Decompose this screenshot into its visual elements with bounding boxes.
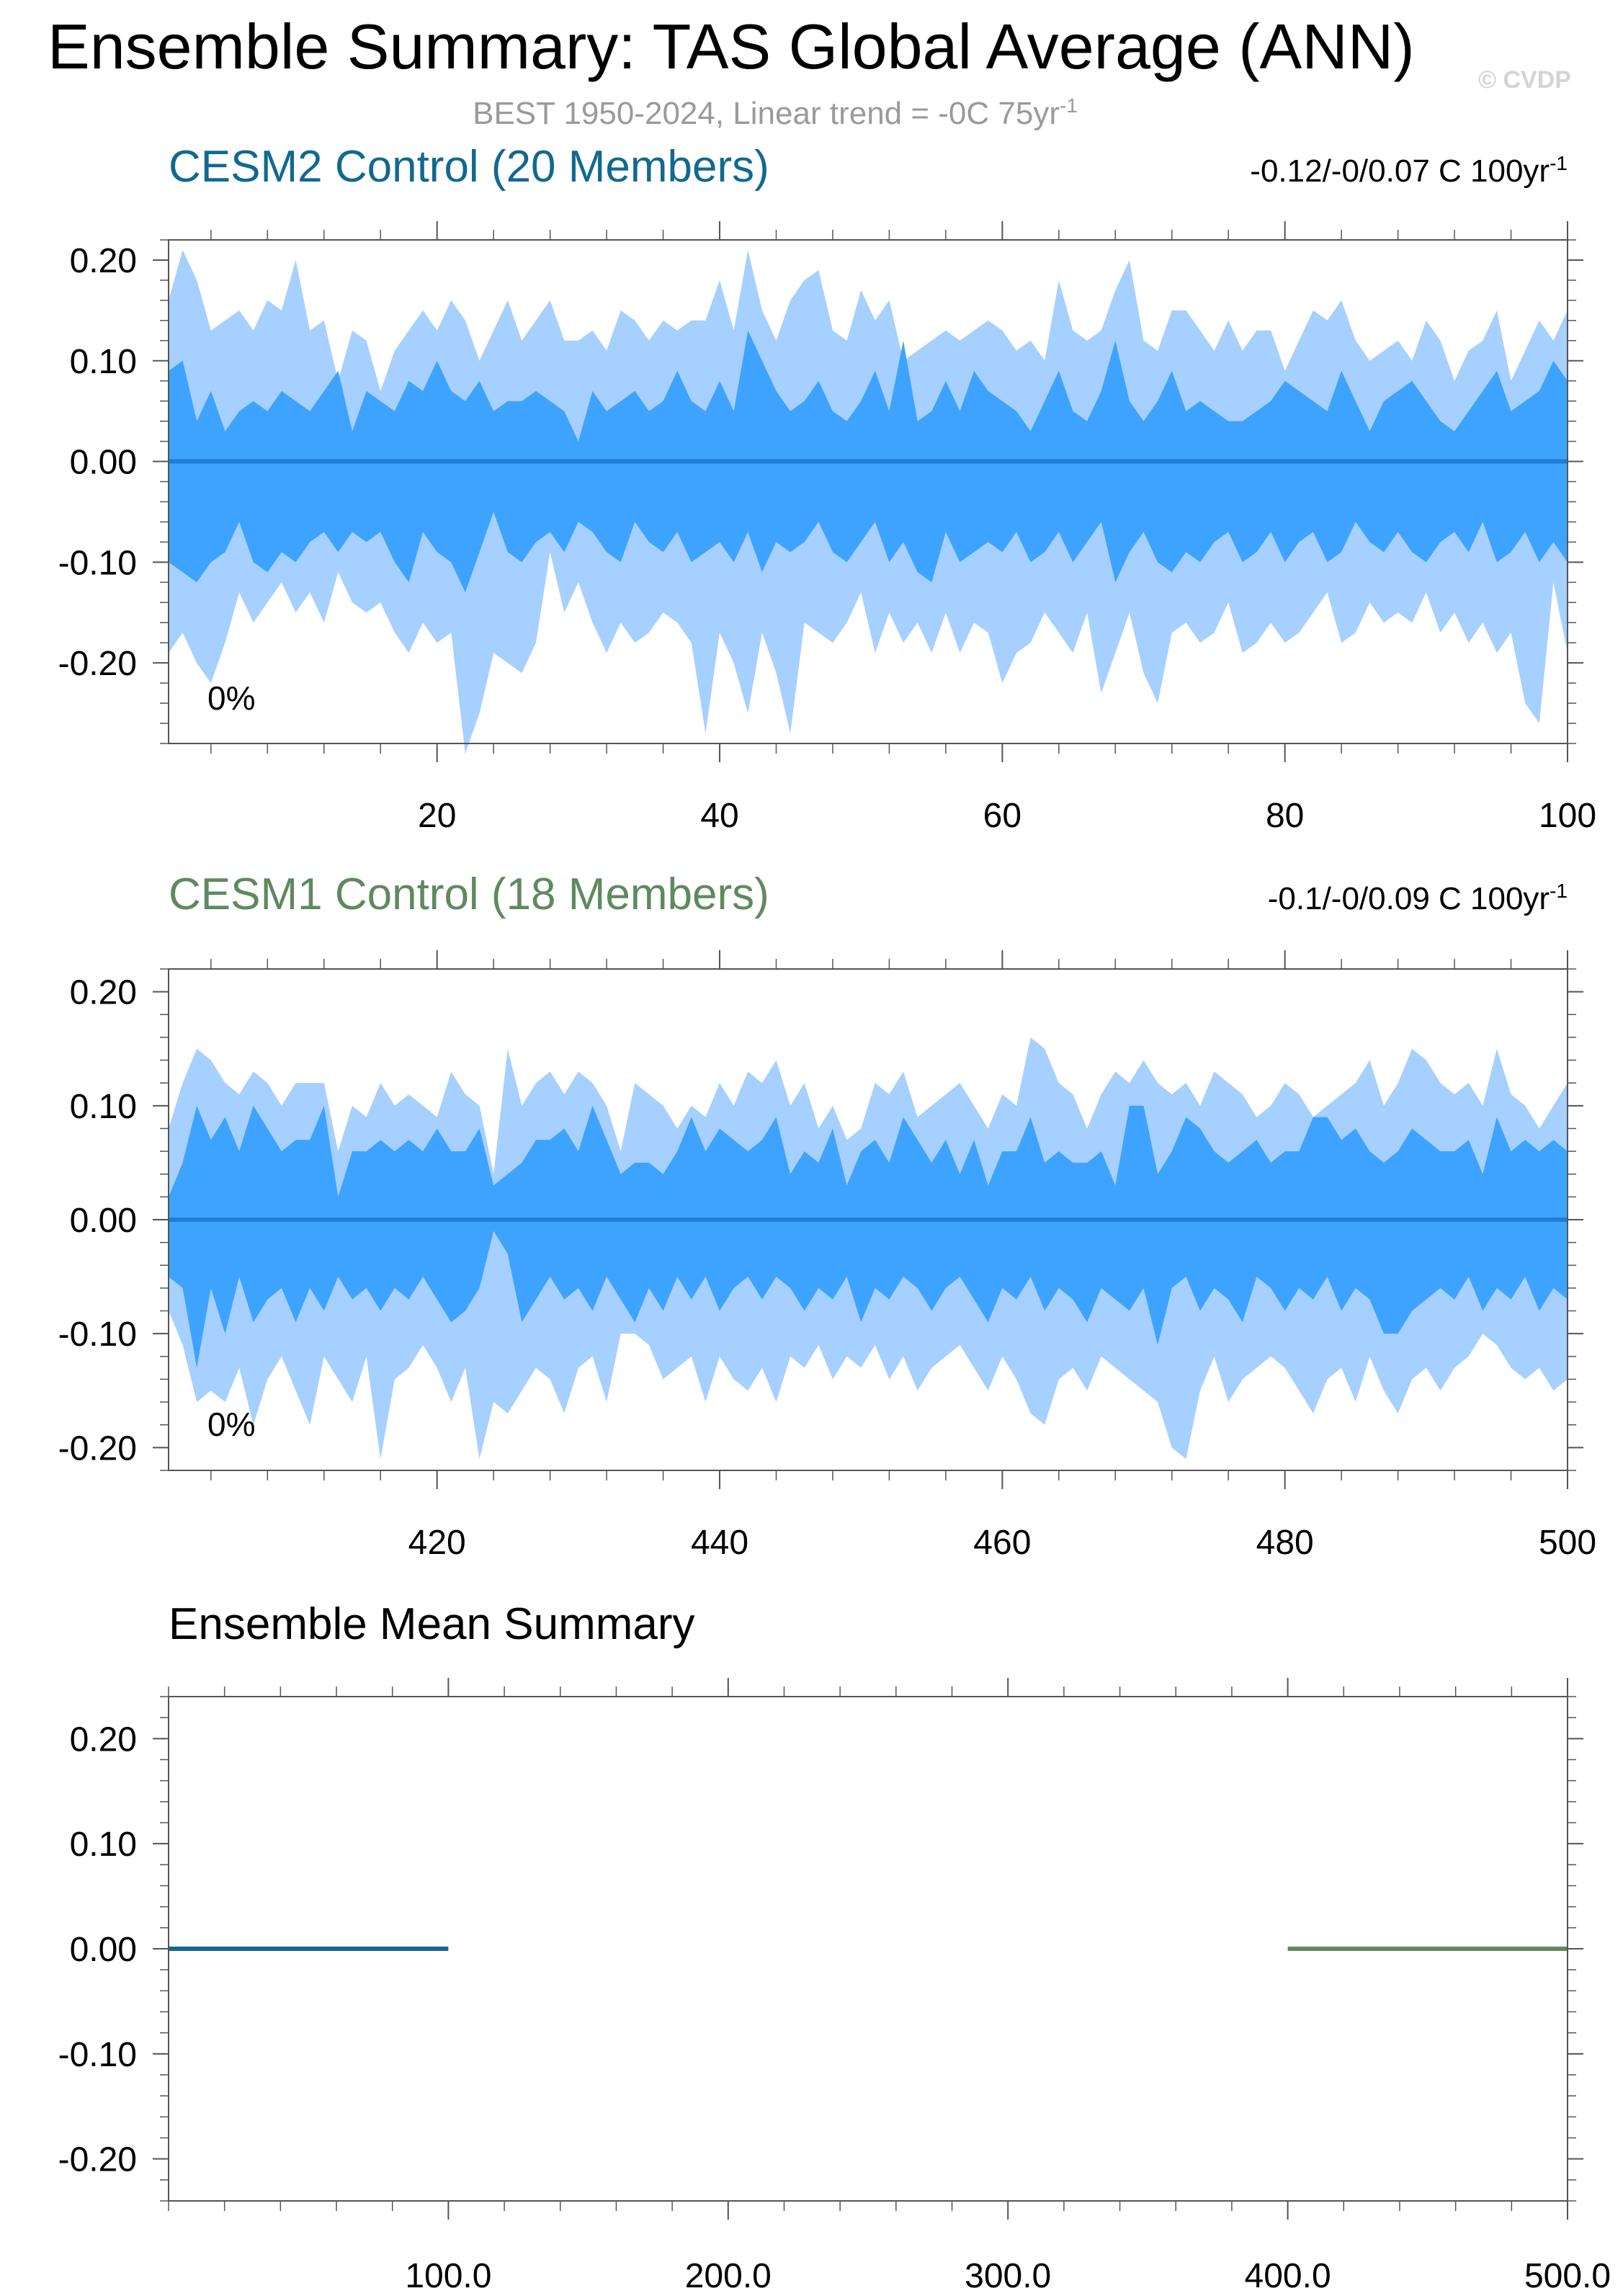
x-tick-label: 100 <box>1539 797 1596 835</box>
inner-range-band <box>169 1105 1568 1368</box>
x-tick-label: 400.0 <box>1245 2257 1331 2295</box>
trend-label: -0.1/-0/0.09 C 100yr-1 <box>1268 880 1568 916</box>
x-tick-label: 80 <box>1266 797 1304 835</box>
trend-text: -0.1/-0/0.09 C 100yr <box>1268 881 1550 916</box>
y-tick-label: 0.10 <box>70 343 137 381</box>
y-tick-label: 0.20 <box>70 1720 137 1759</box>
figure-subtitle-sup: -1 <box>1060 94 1078 117</box>
y-tick-label: 0.20 <box>70 974 137 1012</box>
y-tick-label: -0.10 <box>58 1315 137 1354</box>
trend-sup: -1 <box>1550 152 1568 174</box>
figure-title: Ensemble Summary: TAS Global Average (AN… <box>48 11 1415 82</box>
y-tick-label: 0.00 <box>70 1931 137 1969</box>
percent-annotation: 0% <box>207 1406 255 1443</box>
chart-panel-2: CESM1 Control (18 Members) -0.1/-0/0.09 C… <box>58 870 1596 1562</box>
figure-subtitle: BEST 1950-2024, Linear trend = -0C 75yr-… <box>473 94 1078 131</box>
chart-panel-3: Ensemble Mean Summary 0.20 0.10 0.00 -0.10 -0… <box>58 1599 1611 2295</box>
trend-label: -0.12/-0/0.07 C 100yr-1 <box>1250 152 1568 189</box>
trend-sup: -1 <box>1550 880 1568 902</box>
y-tick-label: 0.10 <box>70 1088 137 1126</box>
panel-title: Ensemble Mean Summary <box>169 1599 695 1649</box>
y-tick-label: 0.00 <box>70 1202 137 1240</box>
x-tick-label: 40 <box>700 797 738 835</box>
y-tick-label: -0.10 <box>58 544 137 582</box>
x-tick-label: 420 <box>408 1524 466 1562</box>
watermark: © CVDP <box>1478 66 1571 94</box>
y-tick-label: -0.20 <box>58 1429 137 1468</box>
y-tick-label: 0.20 <box>70 242 137 280</box>
x-tick-label: 200.0 <box>685 2257 772 2295</box>
x-tick-label: 480 <box>1256 1524 1314 1562</box>
x-tick-label: 20 <box>418 797 456 835</box>
x-tick-label: 100.0 <box>405 2257 491 2295</box>
x-tick-label: 500.0 <box>1524 2257 1611 2295</box>
y-tick-label: -0.20 <box>58 645 137 683</box>
x-tick-label: 440 <box>691 1524 748 1562</box>
chart-panel-1: CESM2 Control (20 Members) -0.12/-0/0.07 … <box>58 142 1596 835</box>
x-tick-label: 300.0 <box>965 2257 1051 2295</box>
x-tick-label: 60 <box>983 797 1021 835</box>
plot-frame <box>168 239 1568 744</box>
y-tick-label: 0.10 <box>70 1826 137 1864</box>
y-tick-label: 0.00 <box>70 444 137 482</box>
panel-title: CESM1 Control (18 Members) <box>169 870 769 919</box>
figure-subtitle-text: BEST 1950-2024, Linear trend = -0C 75yr <box>473 96 1060 131</box>
charts-layer: CESM2 Control (20 Members) -0.12/-0/0.07 … <box>58 142 1611 2295</box>
percent-annotation: 0% <box>207 679 255 717</box>
x-tick-label: 500 <box>1539 1524 1596 1562</box>
panel-title: CESM2 Control (20 Members) <box>169 142 769 192</box>
x-tick-label: 460 <box>973 1524 1031 1562</box>
y-tick-label: -0.20 <box>58 2141 137 2179</box>
y-tick-label: -0.10 <box>58 2036 137 2074</box>
trend-text: -0.12/-0/0.07 C 100yr <box>1250 153 1550 189</box>
